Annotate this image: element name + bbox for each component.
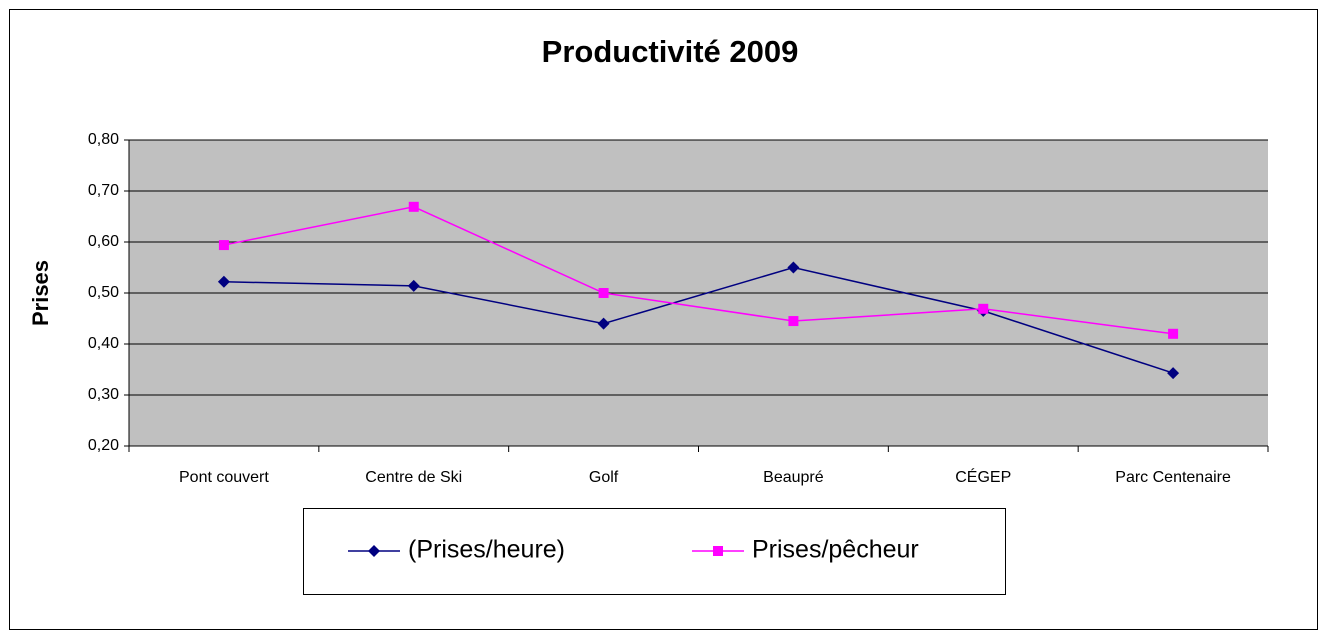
y-tick-label: 0,70 (88, 182, 119, 199)
legend-label: (Prises/heure) (408, 536, 565, 564)
data-point (407, 279, 420, 292)
legend-marker (713, 546, 723, 556)
chart-title: Productivité 2009 (542, 34, 799, 69)
data-point (978, 303, 989, 314)
x-tick-label: Beaupré (763, 469, 824, 486)
data-point (408, 201, 419, 212)
series-line (223, 206, 1174, 335)
series-line (223, 266, 1174, 374)
y-tick-label: 0,30 (88, 386, 119, 403)
data-point (598, 288, 609, 298)
x-tick-label: CÉGEP (955, 467, 1011, 486)
legend-label: Prises/pêcheur (752, 536, 919, 564)
y-tick-label: 0,50 (88, 284, 119, 301)
x-tick-label: Pont couvert (179, 469, 269, 486)
x-tick-label: Golf (589, 469, 619, 486)
data-point (1168, 328, 1179, 339)
y-tick-label: 0,60 (88, 233, 119, 250)
legend-box (303, 508, 1006, 595)
data-point (217, 275, 230, 288)
y-axis-label: Prises (28, 260, 53, 326)
y-tick-label: 0,40 (88, 335, 119, 352)
legend-marker (368, 545, 380, 557)
y-tick-label: 0,20 (88, 437, 119, 454)
data-point (787, 261, 800, 274)
data-point (1167, 367, 1180, 380)
x-tick-label: Parc Centenaire (1115, 469, 1231, 486)
x-tick-label: Centre de Ski (365, 469, 462, 486)
data-point (218, 240, 229, 251)
y-tick-label: 0,80 (88, 131, 119, 148)
data-point (788, 316, 799, 327)
data-point (597, 317, 610, 330)
